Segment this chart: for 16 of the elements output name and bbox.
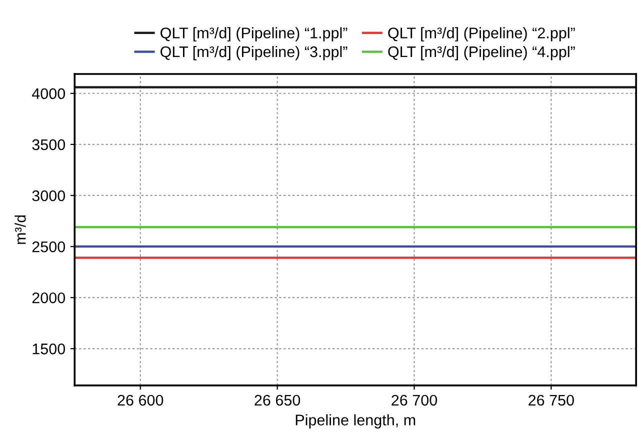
legend-label: QLT [m³/d] (Pipeline) “4.ppl” [388, 46, 575, 60]
y-tick-label: 4000 [32, 88, 66, 100]
y-tick-label: 2500 [32, 241, 66, 252]
legend-label: QLT [m³/d] (Pipeline) “2.ppl” [388, 27, 575, 42]
x-axis-title: Pipeline length, m [296, 414, 416, 428]
x-tick-label: 26 600 [118, 394, 164, 406]
y-tick-label: 1500 [32, 344, 66, 354]
x-tick-label: 26 650 [254, 394, 300, 406]
y-axis-title: m³/d [14, 215, 26, 244]
legend-label: QLT [m³/d] (Pipeline) “1.ppl” [160, 27, 348, 42]
x-tick-label: 26 700 [392, 394, 438, 406]
y-tick-label: 3000 [32, 190, 66, 202]
x-tick-label: 26 750 [528, 394, 574, 406]
legend-label: QLT [m³/d] (Pipeline) “3.ppl” [160, 46, 348, 60]
y-tick-label: 3500 [32, 139, 66, 150]
y-tick-label: 2000 [32, 292, 66, 304]
